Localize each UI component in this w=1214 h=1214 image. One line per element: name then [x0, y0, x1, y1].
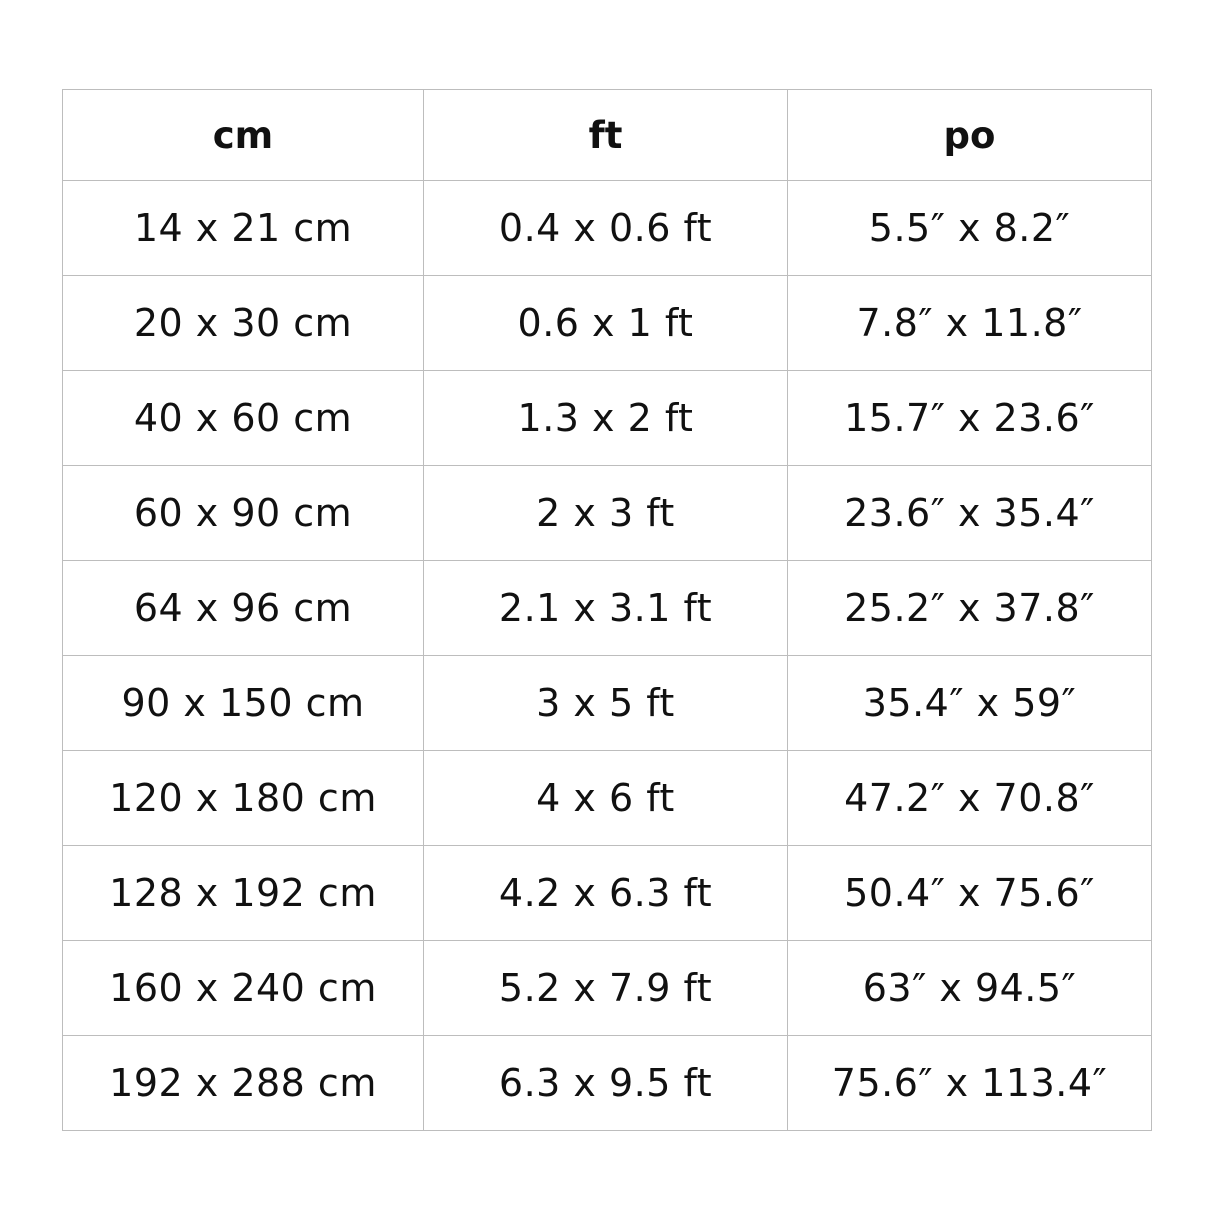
table-row: 64 x 96 cm 2.1 x 3.1 ft 25.2″ x 37.8″ [62, 560, 1152, 656]
table-row: 128 x 192 cm 4.2 x 6.3 ft 50.4″ x 75.6″ [62, 845, 1152, 941]
table-row: 20 x 30 cm 0.6 x 1 ft 7.8″ x 11.8″ [62, 275, 1152, 371]
cell-cm: 64 x 96 cm [62, 560, 424, 656]
cell-ft: 2.1 x 3.1 ft [423, 560, 788, 656]
cell-po: 25.2″ x 37.8″ [787, 560, 1152, 656]
header-row: cm ft po [62, 89, 1152, 181]
header-ft: ft [423, 89, 788, 181]
cell-ft: 1.3 x 2 ft [423, 370, 788, 466]
cell-ft: 0.6 x 1 ft [423, 275, 788, 371]
cell-cm: 40 x 60 cm [62, 370, 424, 466]
cell-po: 7.8″ x 11.8″ [787, 275, 1152, 371]
cell-ft: 0.4 x 0.6 ft [423, 180, 788, 276]
cell-ft: 5.2 x 7.9 ft [423, 940, 788, 1036]
table-row: 192 x 288 cm 6.3 x 9.5 ft 75.6″ x 113.4″ [62, 1035, 1152, 1131]
table-row: 160 x 240 cm 5.2 x 7.9 ft 63″ x 94.5″ [62, 940, 1152, 1036]
cell-cm: 128 x 192 cm [62, 845, 424, 941]
table-row: 14 x 21 cm 0.4 x 0.6 ft 5.5″ x 8.2″ [62, 180, 1152, 276]
cell-ft: 4.2 x 6.3 ft [423, 845, 788, 941]
cell-po: 75.6″ x 113.4″ [787, 1035, 1152, 1131]
cell-cm: 160 x 240 cm [62, 940, 424, 1036]
cell-po: 15.7″ x 23.6″ [787, 370, 1152, 466]
table-row: 40 x 60 cm 1.3 x 2 ft 15.7″ x 23.6″ [62, 370, 1152, 466]
table-row: 60 x 90 cm 2 x 3 ft 23.6″ x 35.4″ [62, 465, 1152, 561]
cell-po: 47.2″ x 70.8″ [787, 750, 1152, 846]
cell-cm: 60 x 90 cm [62, 465, 424, 561]
cell-cm: 120 x 180 cm [62, 750, 424, 846]
cell-cm: 20 x 30 cm [62, 275, 424, 371]
cell-cm: 90 x 150 cm [62, 655, 424, 751]
cell-ft: 4 x 6 ft [423, 750, 788, 846]
cell-po: 50.4″ x 75.6″ [787, 845, 1152, 941]
cell-cm: 14 x 21 cm [62, 180, 424, 276]
table-row: 120 x 180 cm 4 x 6 ft 47.2″ x 70.8″ [62, 750, 1152, 846]
cell-po: 5.5″ x 8.2″ [787, 180, 1152, 276]
header-po: po [787, 89, 1152, 181]
cell-po: 63″ x 94.5″ [787, 940, 1152, 1036]
cell-ft: 3 x 5 ft [423, 655, 788, 751]
size-conversion-table: cm ft po 14 x 21 cm 0.4 x 0.6 ft 5.5″ x 8.… [62, 89, 1152, 1131]
cell-po: 35.4″ x 59″ [787, 655, 1152, 751]
cell-cm: 192 x 288 cm [62, 1035, 424, 1131]
cell-ft: 6.3 x 9.5 ft [423, 1035, 788, 1131]
table-row: 90 x 150 cm 3 x 5 ft 35.4″ x 59″ [62, 655, 1152, 751]
header-cm: cm [62, 89, 424, 181]
cell-po: 23.6″ x 35.4″ [787, 465, 1152, 561]
cell-ft: 2 x 3 ft [423, 465, 788, 561]
